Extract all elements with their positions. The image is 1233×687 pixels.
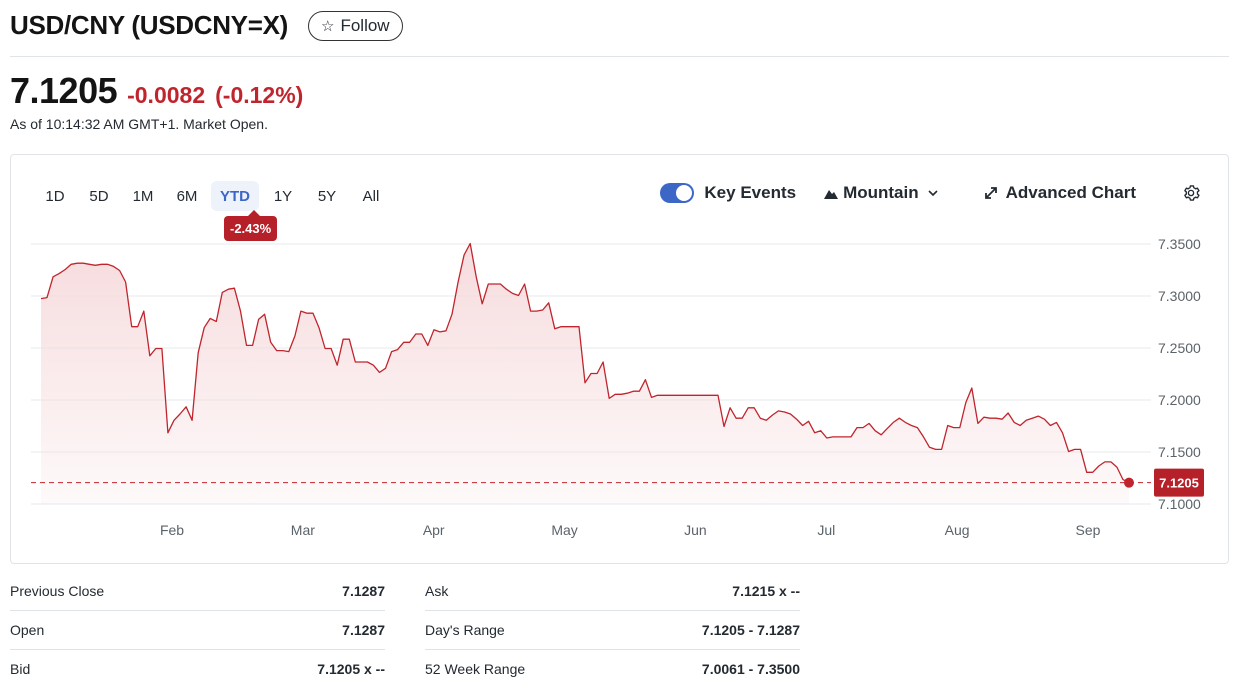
area-fill [41,243,1129,504]
stat-label: Previous Close [10,583,105,599]
x-tick-label: May [551,522,577,538]
chart-panel: 7.3500 7.3000 7.2500 7.2000 7.1500 7.1000 7.12… [10,154,1229,564]
range-tab-ytd[interactable]: YTD [211,181,259,211]
expand-icon [984,186,998,200]
x-tick-label: Sep [1076,522,1101,538]
stat-label: 52 Week Range [425,661,526,677]
last-price-badge [1154,468,1204,497]
key-events-label: Key Events [704,183,797,202]
y-tick-label: 7.1000 [1158,496,1201,512]
stat-value: 7.0061 - 7.3500 [701,661,800,677]
stat-value: 7.1287 [342,583,385,599]
price-line [40,242,1130,484]
stat-previous-close: Previous Close 7.1287 [10,572,385,611]
price-change-percent: (-0.12%) [215,82,304,108]
current-price: 7.1205 [10,70,118,111]
y-tick-label: 7.2500 [1158,340,1201,356]
stat-bid: Bid 7.1205 x -- [10,650,385,687]
stat-value: 7.1287 [342,622,385,638]
star-icon: ☆ [321,17,335,35]
range-tab-all[interactable]: All [362,187,380,205]
range-tab-1d[interactable]: 1D [45,187,65,205]
x-tick-label: Feb [160,522,184,538]
key-events-toggle-group[interactable]: Key Events [660,183,796,203]
range-tab-5d[interactable]: 5D [89,187,109,205]
x-tick-label: Mar [291,522,315,538]
chevron-down-icon [928,190,938,196]
gear-icon [1182,184,1200,202]
stat-value: 7.1205 x -- [317,661,385,677]
last-price-label: 7.1205 [1159,476,1199,491]
mountain-icon [824,187,839,199]
range-tab-1y[interactable]: 1Y [273,187,293,205]
quote-price-block: 7.1205 -0.0082 (-0.12%) [10,70,303,112]
x-tick-label: Aug [945,522,970,538]
range-tab-1m[interactable]: 1M [132,187,154,205]
key-events-toggle[interactable] [660,183,695,203]
stat-label: Open [10,622,45,638]
chart-toolbar: Key Events Mountain Advanced Chart [660,183,1200,203]
stat-ask: Ask 7.1215 x -- [425,572,800,611]
chart-type-label: Mountain [843,183,919,202]
stat-label: Day's Range [425,622,505,638]
advanced-chart-label: Advanced Chart [1005,183,1136,202]
chart-settings-button[interactable] [1182,184,1200,202]
stat-open: Open 7.1287 [10,611,385,650]
last-price-dot [1124,477,1134,488]
follow-button[interactable]: ☆ Follow [308,10,403,41]
x-tick-label: Jul [817,522,835,538]
chart-type-dropdown[interactable]: Mountain [824,183,938,203]
stat-value: 7.1205 - 7.1287 [701,622,800,638]
stat-label: Ask [425,583,449,599]
ytd-change-badge: -2.43% [224,210,278,241]
y-tick-label: 7.1500 [1158,444,1201,460]
range-tab-5y[interactable]: 5Y [317,187,337,205]
price-change: -0.0082 [127,82,206,108]
stat-value: 7.1215 x -- [732,583,800,599]
y-tick-label: 7.3500 [1158,236,1201,252]
stat-label: Bid [10,661,31,677]
page-title: USD/CNY (USDCNY=X) [10,10,288,40]
x-tick-label: Apr [423,522,445,538]
y-tick-label: 7.2000 [1158,392,1201,408]
range-tab-6m[interactable]: 6M [176,187,198,205]
stat-days-range: Day's Range 7.1205 - 7.1287 [425,611,800,650]
y-tick-label: 7.3000 [1158,288,1201,304]
range-tabs: 1D 5D 1M 6M YTD 1Y 5Y All [35,181,391,211]
x-tick-label: Jun [684,522,707,538]
header-divider [10,56,1229,57]
market-timestamp: As of 10:14:32 AM GMT+1. Market Open. [10,116,268,132]
advanced-chart-button[interactable]: Advanced Chart [984,183,1136,203]
follow-label: Follow [340,15,390,35]
price-chart[interactable]: 7.3500 7.3000 7.2500 7.2000 7.1500 7.1000 7.12… [11,155,1230,565]
stat-52-week-range: 52 Week Range 7.0061 - 7.3500 [425,650,800,687]
quote-header: USD/CNY (USDCNY=X) ☆ Follow [10,10,403,41]
